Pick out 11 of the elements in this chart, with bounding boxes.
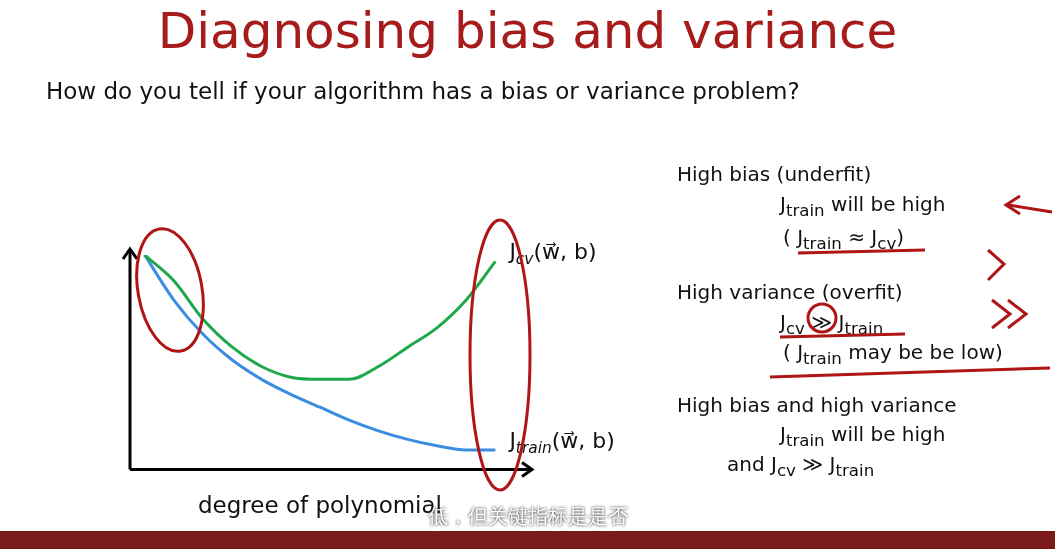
text: J$_{cv}$ ≫ J$_{train}$ bbox=[780, 310, 884, 338]
text: ( J$_{train}$ may be be low) bbox=[783, 340, 1003, 368]
chart-title: Diagnosing bias and variance bbox=[156, 2, 899, 60]
text: High bias and high variance bbox=[677, 393, 957, 417]
chart-subtitle: How do you tell if your algorithm has a bias or variance problem? bbox=[46, 78, 800, 104]
text: High bias (underfit) bbox=[677, 162, 872, 186]
text: High variance (overfit) bbox=[677, 280, 903, 304]
text: J$_{train}$ will be high bbox=[780, 422, 946, 450]
text: J$_{train}$ will be high bbox=[780, 192, 946, 220]
text: ( J$_{train}$ ≈ J$_{cv}$) bbox=[783, 225, 905, 253]
text: and J$_{cv}$ ≫ J$_{train}$ bbox=[727, 452, 875, 480]
